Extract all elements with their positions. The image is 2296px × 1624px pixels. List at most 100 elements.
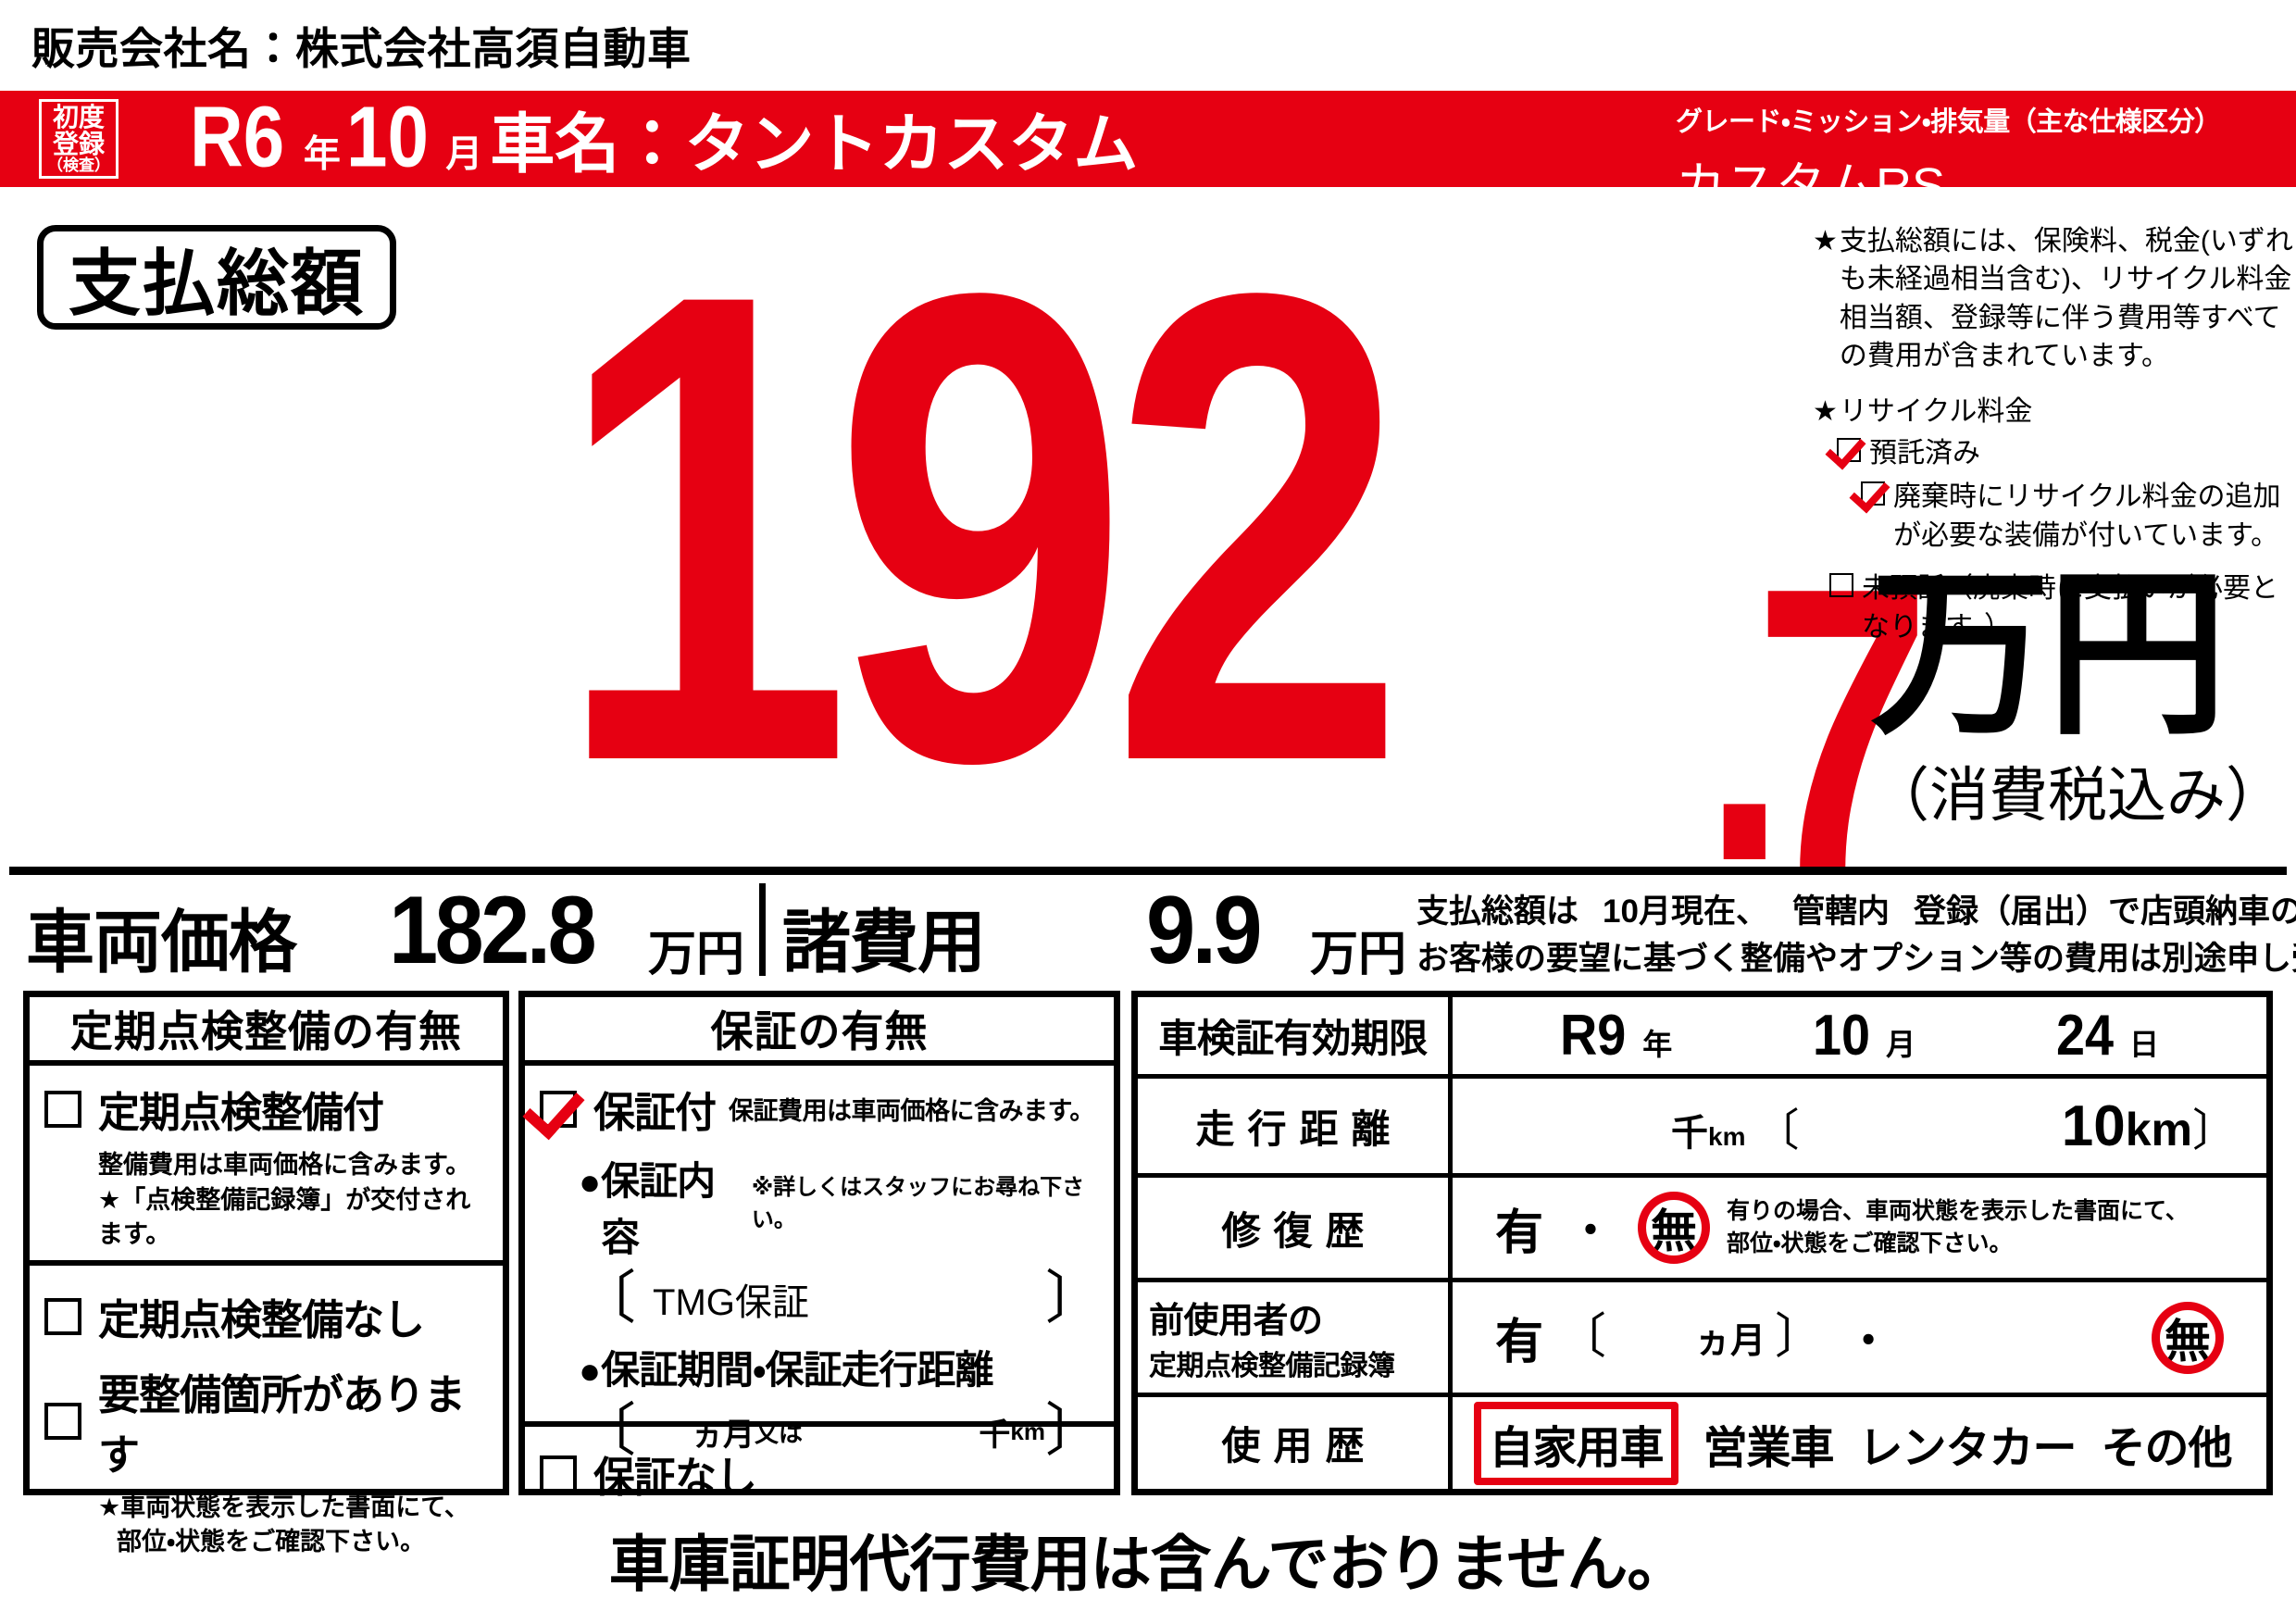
total-price-unit: 万円	[1870, 554, 2227, 756]
warranty-option-with-label: 保証付	[593, 1089, 717, 1136]
warranty-content-value: TMG保証	[653, 1282, 809, 1323]
vehicle-price-value: 182.8	[389, 877, 597, 984]
star-icon: ★	[1813, 226, 1838, 256]
prev-owner-record-months-unit: ヵ月	[1695, 1322, 1766, 1361]
bracket-left-icon: 〔	[1558, 1310, 1607, 1364]
warranty-section-without: 保証なし	[525, 1427, 1114, 1513]
prev-owner-record-yes[interactable]: 有	[1495, 1316, 1544, 1369]
inspection-expiry-month-unit: 月	[1886, 1028, 1916, 1061]
periodic-inspection-title: 定期点検整備の有無	[30, 997, 503, 1066]
warranty-period-row: ● 保証期間・保証走行距離	[579, 1339, 1103, 1395]
vehicle-price-unit: 万円	[648, 928, 745, 981]
bullet-icon: ●	[579, 1351, 602, 1392]
usage-option-other[interactable]: その他	[2101, 1423, 2232, 1473]
usage-option-rental[interactable]: レンタカー	[1858, 1423, 2077, 1473]
table-row: 使用歴 自家用車 営業車 レンタカー その他	[1138, 1397, 2266, 1489]
seller-label: 販売会社名：	[31, 24, 295, 73]
periodic-inspection-section-with: 定期点検整備付 整備費用は車両価格に含みます。 ★「点検整備記録簿」が交付されま…	[30, 1066, 503, 1267]
usage-option-commercial[interactable]: 営業車	[1703, 1423, 1834, 1473]
checkbox-empty-icon[interactable]	[1829, 573, 1853, 598]
warranty-period-field: 〔 ヵ月 又は 千 km 〕	[579, 1403, 1103, 1460]
header-title: R6 年 10 月 車名：タントカスタム	[190, 93, 1138, 186]
recycle-option-extra-equipment[interactable]: 廃棄時にリサイクル料金の追加が必要な装備が付いています。	[1813, 478, 2294, 555]
table-row: 車検証有効期限 R9 年 10 月 24 日	[1138, 997, 2266, 1079]
seller-name: 株式会社高須自動車	[295, 24, 692, 73]
repair-history-note-line2: 部位・状態をご確認下さい。	[1727, 1230, 2013, 1256]
checkbox-empty-icon[interactable]	[44, 1297, 81, 1335]
note-d: 登録（届出）で店頭納車の場合の価格です。	[1913, 893, 2296, 930]
warranty-option-with[interactable]: 保証付 保証費用は車両価格に含みます。	[540, 1079, 1103, 1139]
inspection-expiry-value: R9 年 10 月 24 日	[1453, 997, 2266, 1074]
repair-history-no-selected[interactable]: 無	[1638, 1192, 1711, 1264]
warranty-period-months-unit: ヵ月	[692, 1417, 755, 1453]
inspection-option-needs-repair-label: 要整備箇所があります	[98, 1371, 466, 1480]
repair-history-note: 有りの場合、車両状態を表示した書面にて、 部位・状態をご確認下さい。	[1727, 1195, 2189, 1260]
repair-history-label-text: 修復歴	[1221, 1208, 1378, 1253]
vehicle-spec-table: 車検証有効期限 R9 年 10 月 24 日 走行距離 千 km 〔 10 km 〕	[1131, 991, 2273, 1495]
mileage-label-text: 走行距離	[1195, 1106, 1404, 1151]
vertical-divider	[759, 883, 766, 976]
checkbox-checked-icon[interactable]	[1861, 481, 1885, 506]
inspection-expiry-label-text: 車検証有効期限	[1158, 1017, 1428, 1060]
first-registration-box: 初度 登録 （検査）	[39, 99, 119, 179]
note-c: 管轄内	[1791, 893, 1890, 930]
total-price-decimal-point: .	[1703, 524, 1786, 938]
header-band: 初度 登録 （検査） R6 年 10 月 車名：タントカスタム グレード・ミッシ…	[0, 91, 2296, 214]
warranty-option-without[interactable]: 保証なし	[540, 1443, 1103, 1504]
note-recycle-title: ★ リサイクル料金	[1813, 393, 2294, 431]
inspection-option-needs-repair-sub2: 部位・状態をご確認下さい。	[117, 1527, 426, 1555]
checkbox-empty-icon[interactable]	[540, 1455, 577, 1493]
total-price-badge: 支払総額	[37, 225, 396, 330]
checkbox-checked-icon[interactable]	[540, 1090, 577, 1128]
vehicle-price-label: 車両価格	[26, 904, 297, 981]
separator-dot: ・	[1847, 1316, 1890, 1365]
note-total-includes-text: 支払総額には、保険料、税金(いずれも未経過相当含む)、リサイクル料金相当額、登録…	[1839, 226, 2293, 372]
recycle-option-extra-equipment-label: 廃棄時にリサイクル料金の追加が必要な装備が付いています。	[1893, 481, 2281, 551]
inspection-option-without-label: 定期点検整備なし	[98, 1296, 425, 1344]
inspection-expiry-month: 10	[1813, 1004, 1871, 1068]
seller-line: 販売会社名：株式会社高須自動車	[31, 13, 692, 77]
warranty-content-note: ※詳しくはスタッフにお尋ね下さい。	[751, 1175, 1085, 1232]
mileage-sen-unit: km	[1708, 1121, 1746, 1151]
checkbox-empty-icon[interactable]	[44, 1090, 81, 1128]
checkbox-empty-icon[interactable]	[44, 1403, 81, 1441]
reg-line1: 初度	[52, 102, 105, 131]
grade-block: グレード・ミッション・排気量（主な仕様区分） カスタムRS	[1676, 100, 2221, 218]
usage-history-label: 使用歴	[1138, 1397, 1453, 1489]
bracket-left-icon: 〔	[579, 1400, 637, 1463]
inspection-option-with[interactable]: 定期点検整備付	[44, 1079, 492, 1139]
prev-owner-record-label-line1: 前使用者の	[1149, 1302, 1323, 1341]
usage-history-label-text: 使用歴	[1221, 1424, 1378, 1468]
mileage-value-number: 10	[2061, 1093, 2126, 1158]
usage-history-value: 自家用車 営業車 レンタカー その他	[1453, 1397, 2266, 1489]
repair-history-yes[interactable]: 有	[1495, 1206, 1544, 1260]
bracket-left-icon: 〔	[579, 1268, 637, 1330]
mileage-sen-label: 千	[1671, 1112, 1709, 1154]
inspection-option-with-sub1: 整備費用は車両価格に含みます。	[98, 1151, 471, 1179]
inspection-expiry-label: 車検証有効期限	[1138, 997, 1453, 1074]
total-price-badge-label: 支払総額	[68, 242, 365, 324]
inspection-option-without[interactable]: 定期点検整備なし	[44, 1286, 492, 1346]
warranty-period-or: 又は	[755, 1418, 804, 1447]
checkbox-checked-icon[interactable]	[1837, 437, 1861, 462]
recycle-option-deposited[interactable]: 預託済み	[1813, 434, 2294, 472]
fees-value: 9.9	[1146, 877, 1263, 984]
separator-dot: ・	[1569, 1206, 1613, 1255]
warranty-content-row: ● 保証内容 ※詳しくはスタッフにお尋ね下さい。	[579, 1150, 1103, 1263]
total-price-display: 192 . 7 万円 （消費税込み）	[0, 194, 2296, 935]
recycle-option-not-deposited[interactable]: 未預託（廃棄時に支払いが必要となります。）	[1813, 569, 2294, 646]
mileage-label: 走行距離	[1138, 1079, 1453, 1173]
payment-notes: ★ 支払総額には、保険料、税金(いずれも未経過相当含む)、リサイクル料金相当額、…	[1813, 222, 2294, 652]
inspection-option-needs-repair[interactable]: 要整備箇所があります	[44, 1361, 492, 1481]
warranty-option-with-note: 保証費用は車両価格に含みます。	[729, 1097, 1094, 1125]
usage-option-private-selected[interactable]: 自家用車	[1474, 1401, 1678, 1485]
warranty-content-label: 保証内容	[601, 1159, 716, 1259]
prev-owner-record-label: 前使用者の 定期点検整備記録簿	[1138, 1282, 1453, 1393]
repair-history-label: 修復歴	[1138, 1178, 1453, 1278]
inspection-option-with-sub2: ★「点検整備記録簿」が交付されます。	[98, 1186, 471, 1248]
note-b: 10月現在、	[1603, 893, 1768, 930]
warranty-box: 保証の有無 保証付 保証費用は車両価格に含みます。 ● 保証内容 ※詳しくはスタ…	[518, 991, 1120, 1501]
prev-owner-record-no-selected[interactable]: 無	[2152, 1301, 2224, 1374]
